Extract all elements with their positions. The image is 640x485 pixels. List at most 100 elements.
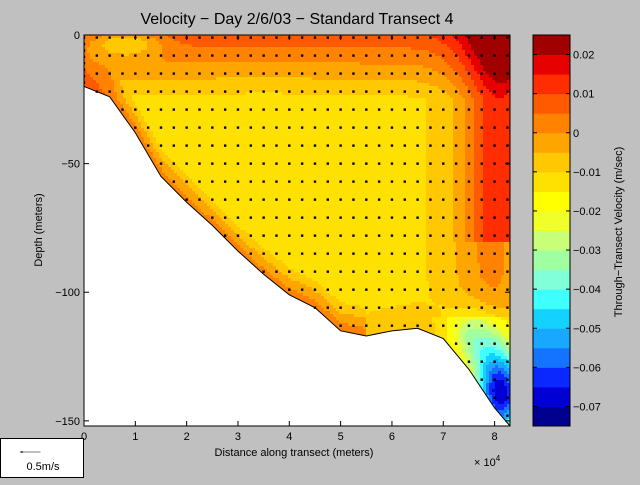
field-cell <box>96 44 100 48</box>
field-cell <box>162 80 166 84</box>
field-cell <box>108 62 112 66</box>
field-cell <box>147 116 151 120</box>
field-cell <box>168 80 172 84</box>
field-cell <box>168 182 172 186</box>
field-cell <box>141 116 145 120</box>
field-cell <box>144 146 148 150</box>
field-cell <box>162 56 166 60</box>
field-cell <box>180 137 184 141</box>
field-cell <box>141 131 145 135</box>
field-cell <box>189 122 193 126</box>
field-cell <box>99 44 103 48</box>
field-cell <box>162 134 166 138</box>
field-cell <box>171 110 175 114</box>
field-cell <box>168 158 172 162</box>
field-cell <box>186 86 190 90</box>
field-cell <box>90 71 94 75</box>
field-cell <box>171 158 175 162</box>
field-cell <box>180 47 184 51</box>
field-cell <box>129 62 133 66</box>
field-cell <box>147 122 151 126</box>
field-cell <box>87 68 91 72</box>
field-cell <box>132 125 136 129</box>
field-cell <box>126 62 130 66</box>
field-cell <box>144 119 148 123</box>
field-cell <box>195 206 199 210</box>
field-cell <box>90 50 94 54</box>
field-cell <box>165 134 169 138</box>
field-cell <box>114 59 118 63</box>
field-cell <box>93 74 97 78</box>
field-cell <box>153 92 157 96</box>
field-cell <box>186 131 190 135</box>
field-cell <box>153 53 157 57</box>
field-cell <box>177 182 181 186</box>
field-cell <box>87 59 91 63</box>
field-cell <box>189 188 193 192</box>
field-cell <box>192 167 196 171</box>
field-cell <box>177 152 181 156</box>
field-cell <box>153 158 157 162</box>
field-cell <box>144 56 148 60</box>
field-cell <box>174 161 178 165</box>
field-cell <box>189 98 193 102</box>
field-cell <box>150 41 154 45</box>
field-cell <box>84 50 88 54</box>
field-cell <box>174 47 178 51</box>
field-cell <box>192 38 196 42</box>
field-cell <box>153 128 157 132</box>
field-cell <box>87 80 91 84</box>
field-cell <box>177 80 181 84</box>
field-cell <box>159 38 163 42</box>
field-cell <box>159 83 163 87</box>
field-cell <box>177 140 181 144</box>
field-cell <box>180 149 184 153</box>
field-cell <box>195 173 199 177</box>
field-cell <box>180 170 184 174</box>
field-cell <box>156 80 160 84</box>
field-cell <box>192 74 196 78</box>
field-cell <box>135 38 139 42</box>
field-cell <box>183 44 187 48</box>
field-cell <box>99 65 103 69</box>
field-cell <box>117 71 121 75</box>
field-cell <box>84 41 88 45</box>
field-cell <box>117 59 121 63</box>
field-cell <box>135 119 139 123</box>
field-cell <box>147 38 151 42</box>
field-cell <box>117 44 121 48</box>
field-cell <box>114 62 118 66</box>
field-cell <box>162 116 166 120</box>
field-cell <box>177 143 181 147</box>
field-cell <box>192 107 196 111</box>
field-cell <box>138 38 142 42</box>
field-cell <box>144 74 148 78</box>
field-cell <box>183 125 187 129</box>
field-cell <box>177 59 181 63</box>
field-cell <box>129 56 133 60</box>
field-cell <box>186 185 190 189</box>
field-cell <box>183 71 187 75</box>
field-cell <box>156 41 160 45</box>
field-cell <box>105 50 109 54</box>
field-cell <box>147 149 151 153</box>
field-cell <box>171 140 175 144</box>
field-cell <box>183 167 187 171</box>
field-cell <box>195 194 199 198</box>
field-cell <box>180 191 184 195</box>
field-cell <box>138 89 142 93</box>
field-cell <box>180 140 184 144</box>
field-cell <box>147 128 151 132</box>
field-cell <box>123 77 127 81</box>
field-cell <box>174 173 178 177</box>
field-cell <box>186 113 190 117</box>
field-cell <box>192 197 196 201</box>
field-cell <box>120 41 124 45</box>
field-cell <box>189 116 193 120</box>
field-cell <box>186 80 190 84</box>
field-cell <box>195 197 199 201</box>
field-cell <box>168 50 172 54</box>
field-cell <box>147 59 151 63</box>
chart-title: Velocity − Day 2/6/03 − Standard Transec… <box>140 11 453 28</box>
field-cell <box>168 77 172 81</box>
